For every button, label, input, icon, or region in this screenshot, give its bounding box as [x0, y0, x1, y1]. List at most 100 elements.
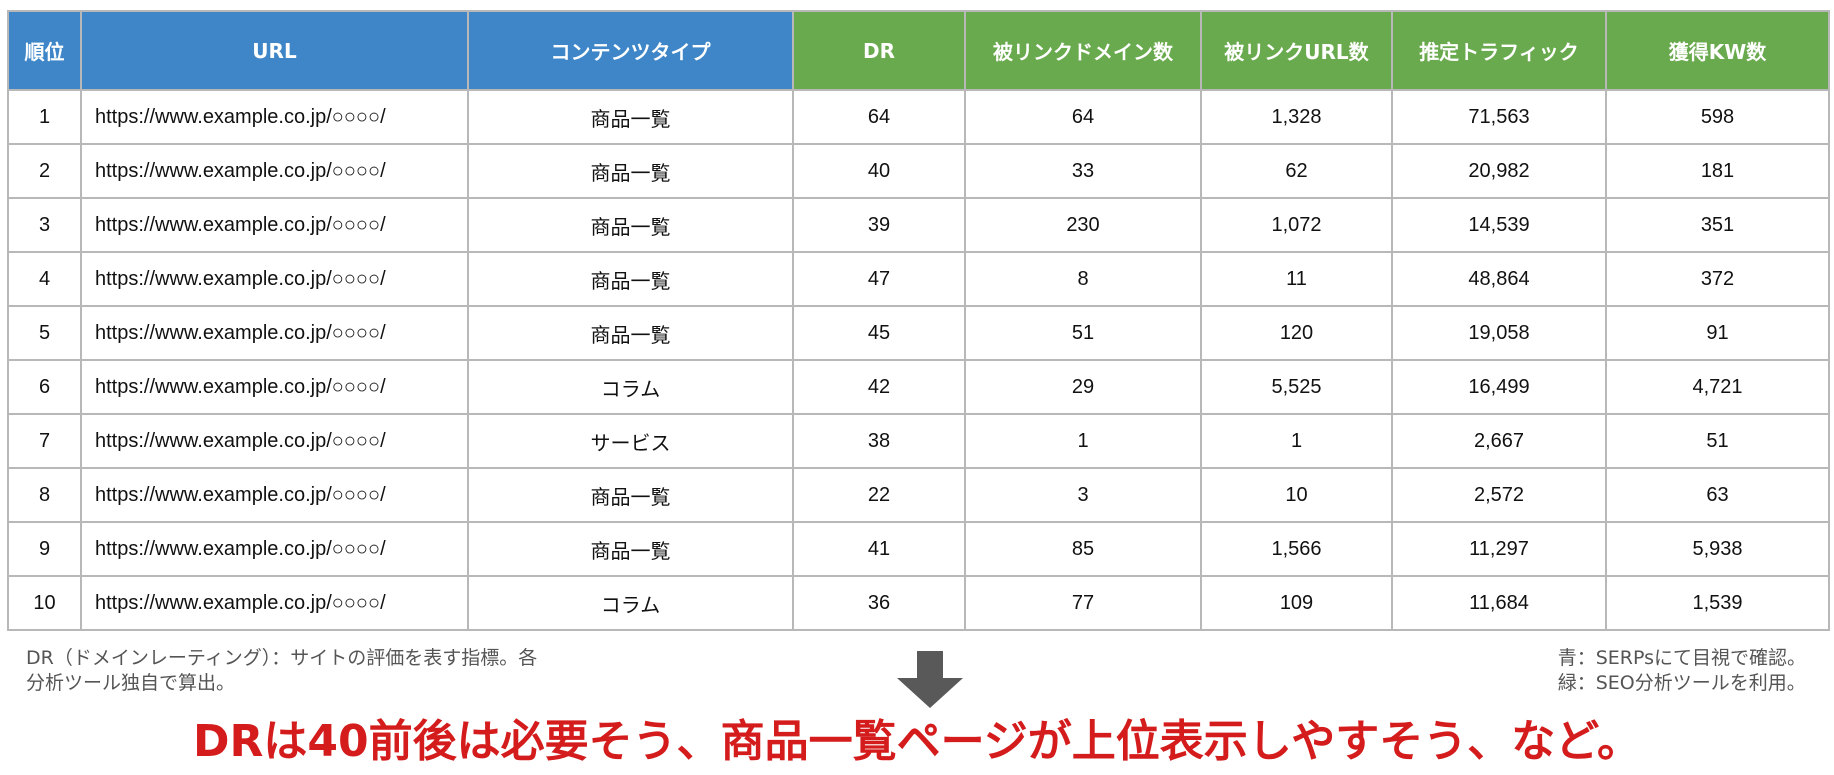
ref-urls-cell: 1	[1201, 414, 1392, 468]
ref-domains-cell: 85	[965, 522, 1201, 576]
dr-cell: 42	[793, 360, 965, 414]
content-type-cell: 商品一覧	[468, 144, 793, 198]
down-arrow-icon	[897, 651, 963, 708]
url-cell: https://www.example.co.jp/○○○○/	[81, 144, 468, 198]
rank-cell: 5	[8, 306, 81, 360]
dr-cell: 47	[793, 252, 965, 306]
table-row: 3 https://www.example.co.jp/○○○○/ 商品一覧 3…	[8, 198, 1829, 252]
table-row: 5 https://www.example.co.jp/○○○○/ 商品一覧 4…	[8, 306, 1829, 360]
traffic-cell: 2,667	[1392, 414, 1606, 468]
dr-cell: 36	[793, 576, 965, 630]
url-cell: https://www.example.co.jp/○○○○/	[81, 198, 468, 252]
ref-domains-cell: 29	[965, 360, 1201, 414]
header-keywords: 獲得KW数	[1606, 11, 1829, 90]
table-row: 10 https://www.example.co.jp/○○○○/ コラム 3…	[8, 576, 1829, 630]
dr-definition-note: DR（ドメインレーティング）：サイトの評価を表す指標。各 分析ツール独自で算出。	[26, 646, 646, 696]
keywords-cell: 181	[1606, 144, 1829, 198]
url-cell: https://www.example.co.jp/○○○○/	[81, 468, 468, 522]
ref-urls-cell: 1,566	[1201, 522, 1392, 576]
header-ref-urls: 被リンクURL数	[1201, 11, 1392, 90]
ref-urls-cell: 1,328	[1201, 90, 1392, 144]
table-row: 4 https://www.example.co.jp/○○○○/ 商品一覧 4…	[8, 252, 1829, 306]
rank-cell: 9	[8, 522, 81, 576]
url-cell: https://www.example.co.jp/○○○○/	[81, 252, 468, 306]
traffic-cell: 48,864	[1392, 252, 1606, 306]
keywords-cell: 4,721	[1606, 360, 1829, 414]
dr-cell: 22	[793, 468, 965, 522]
keywords-cell: 5,938	[1606, 522, 1829, 576]
ref-domains-cell: 51	[965, 306, 1201, 360]
ref-urls-cell: 62	[1201, 144, 1392, 198]
keywords-cell: 63	[1606, 468, 1829, 522]
conclusion-text: DRは40前後は必要そう、商品一覧ページが上位表示しやすそう、など。	[0, 714, 1834, 770]
ref-urls-cell: 10	[1201, 468, 1392, 522]
url-cell: https://www.example.co.jp/○○○○/	[81, 306, 468, 360]
rank-cell: 6	[8, 360, 81, 414]
content-type-cell: 商品一覧	[468, 252, 793, 306]
ref-urls-cell: 1,072	[1201, 198, 1392, 252]
ref-domains-cell: 1	[965, 414, 1201, 468]
content-type-cell: コラム	[468, 576, 793, 630]
dr-cell: 64	[793, 90, 965, 144]
note-left-line: DR（ドメインレーティング）：サイトの評価を表す指標。各	[26, 646, 646, 671]
keywords-cell: 372	[1606, 252, 1829, 306]
traffic-cell: 71,563	[1392, 90, 1606, 144]
header-traffic: 推定トラフィック	[1392, 11, 1606, 90]
ref-domains-cell: 77	[965, 576, 1201, 630]
ref-domains-cell: 3	[965, 468, 1201, 522]
traffic-cell: 16,499	[1392, 360, 1606, 414]
table-row: 6 https://www.example.co.jp/○○○○/ コラム 42…	[8, 360, 1829, 414]
traffic-cell: 2,572	[1392, 468, 1606, 522]
ref-domains-cell: 64	[965, 90, 1201, 144]
table-row: 8 https://www.example.co.jp/○○○○/ 商品一覧 2…	[8, 468, 1829, 522]
ref-urls-cell: 5,525	[1201, 360, 1392, 414]
header-dr: DR	[793, 11, 965, 90]
rank-cell: 3	[8, 198, 81, 252]
ref-domains-cell: 8	[965, 252, 1201, 306]
keywords-cell: 351	[1606, 198, 1829, 252]
url-cell: https://www.example.co.jp/○○○○/	[81, 522, 468, 576]
keywords-cell: 598	[1606, 90, 1829, 144]
traffic-cell: 20,982	[1392, 144, 1606, 198]
ref-domains-cell: 230	[965, 198, 1201, 252]
content-type-cell: 商品一覧	[468, 306, 793, 360]
dr-cell: 38	[793, 414, 965, 468]
traffic-cell: 14,539	[1392, 198, 1606, 252]
content-type-cell: コラム	[468, 360, 793, 414]
note-left-line: 分析ツール独自で算出。	[26, 671, 646, 696]
dr-cell: 39	[793, 198, 965, 252]
content-type-cell: 商品一覧	[468, 522, 793, 576]
table-row: 1 https://www.example.co.jp/○○○○/ 商品一覧 6…	[8, 90, 1829, 144]
url-cell: https://www.example.co.jp/○○○○/	[81, 360, 468, 414]
traffic-cell: 19,058	[1392, 306, 1606, 360]
content-type-cell: 商品一覧	[468, 468, 793, 522]
url-cell: https://www.example.co.jp/○○○○/	[81, 576, 468, 630]
rank-cell: 8	[8, 468, 81, 522]
rank-cell: 10	[8, 576, 81, 630]
ranking-table: 順位 URL コンテンツタイプ DR 被リンクドメイン数 被リンクURL数 推定…	[7, 10, 1830, 631]
traffic-cell: 11,297	[1392, 522, 1606, 576]
ref-domains-cell: 33	[965, 144, 1201, 198]
dr-cell: 41	[793, 522, 965, 576]
ref-urls-cell: 11	[1201, 252, 1392, 306]
table-row: 9 https://www.example.co.jp/○○○○/ 商品一覧 4…	[8, 522, 1829, 576]
keywords-cell: 51	[1606, 414, 1829, 468]
content-type-cell: サービス	[468, 414, 793, 468]
traffic-cell: 11,684	[1392, 576, 1606, 630]
dr-cell: 45	[793, 306, 965, 360]
header-rank: 順位	[8, 11, 81, 90]
header-row: 順位 URL コンテンツタイプ DR 被リンクドメイン数 被リンクURL数 推定…	[8, 11, 1829, 90]
header-url: URL	[81, 11, 468, 90]
header-ref-domains: 被リンクドメイン数	[965, 11, 1201, 90]
ranking-table-container: 順位 URL コンテンツタイプ DR 被リンクドメイン数 被リンクURL数 推定…	[7, 10, 1828, 631]
dr-cell: 40	[793, 144, 965, 198]
rank-cell: 1	[8, 90, 81, 144]
note-right-line: 青：SERPsにて目視で確認。	[1558, 646, 1806, 671]
rank-cell: 7	[8, 414, 81, 468]
url-cell: https://www.example.co.jp/○○○○/	[81, 414, 468, 468]
url-cell: https://www.example.co.jp/○○○○/	[81, 90, 468, 144]
note-right-line: 緑：SEO分析ツールを利用。	[1558, 671, 1806, 696]
rank-cell: 2	[8, 144, 81, 198]
table-row: 2 https://www.example.co.jp/○○○○/ 商品一覧 4…	[8, 144, 1829, 198]
ref-urls-cell: 109	[1201, 576, 1392, 630]
